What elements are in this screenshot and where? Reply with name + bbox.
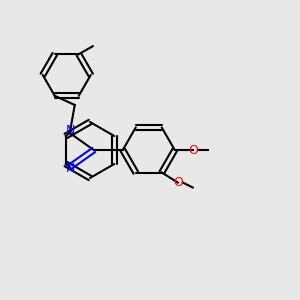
Text: O: O xyxy=(188,143,198,157)
Text: N: N xyxy=(66,124,75,137)
Text: O: O xyxy=(173,176,183,189)
Text: N: N xyxy=(66,163,75,176)
